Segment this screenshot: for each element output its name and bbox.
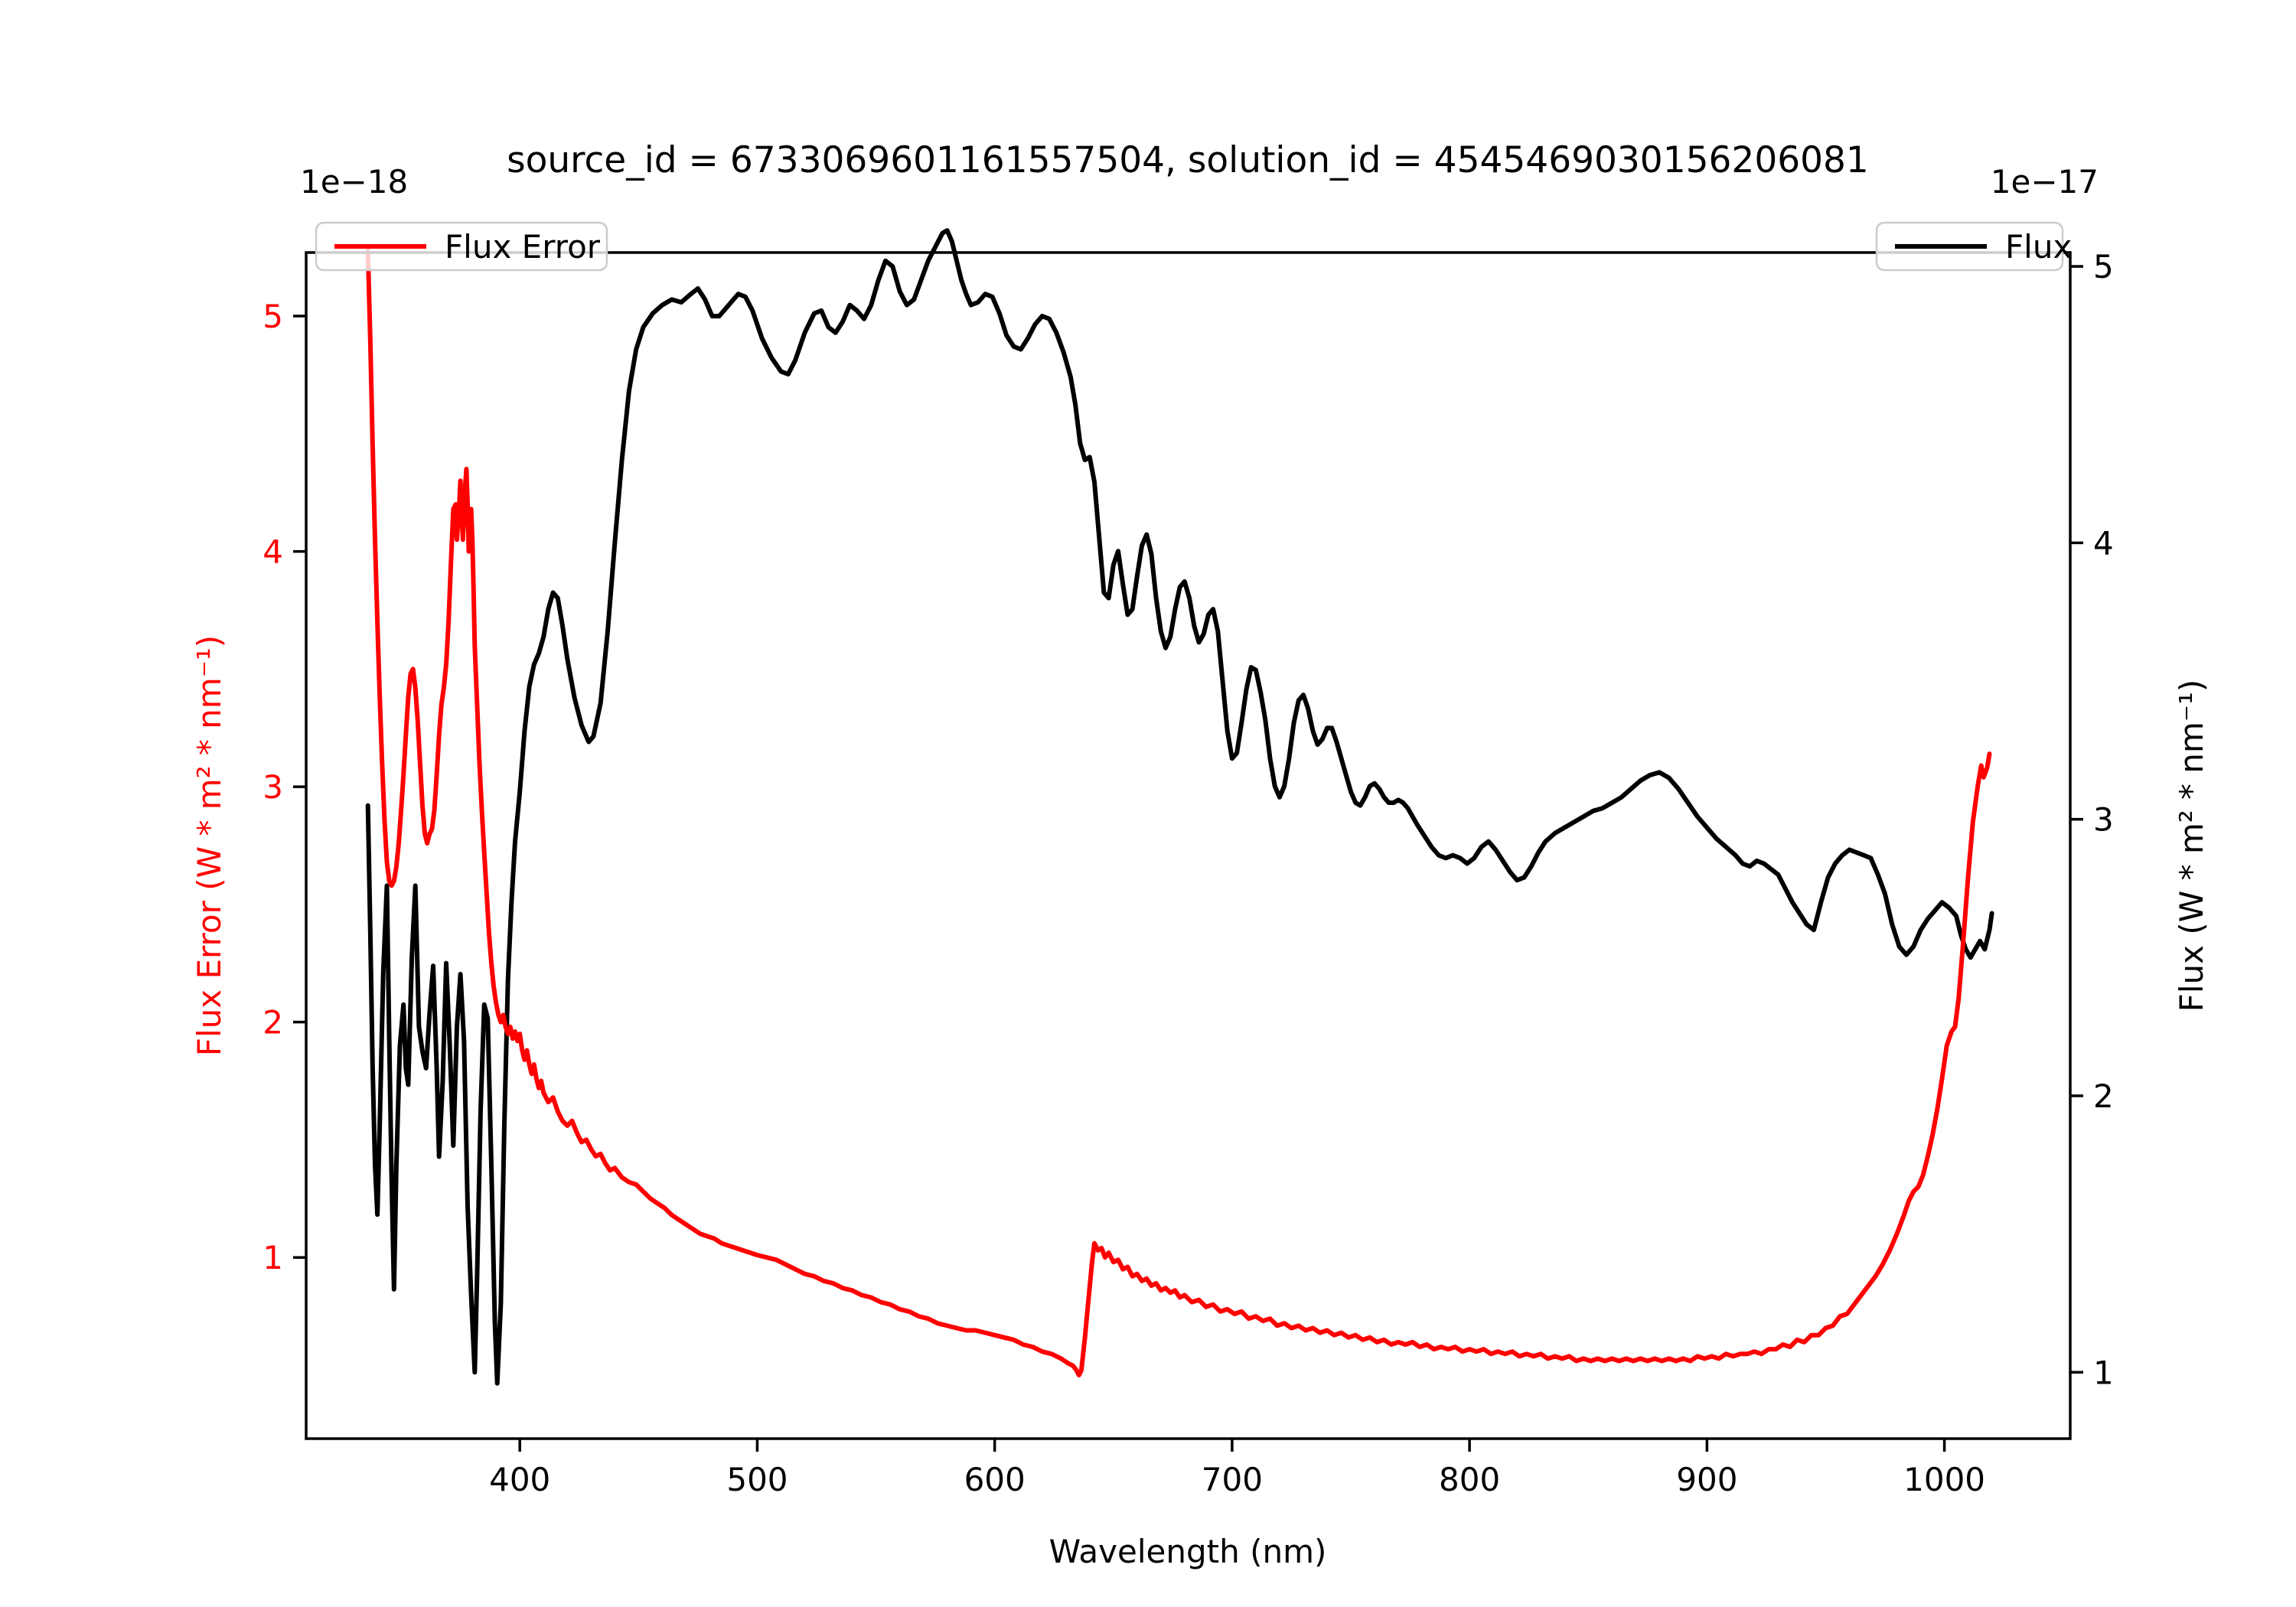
left-y-tick-label: 3 [263,768,283,806]
left-y-tick-label: 5 [263,298,283,335]
right-y-axis-label: Flux (W * m² * nm⁻¹) [2173,680,2210,1012]
x-tick-label: 600 [964,1461,1026,1498]
right-y-tick-label: 3 [2093,801,2114,839]
data-curves [365,228,1994,1386]
chart-title: source_id = 6733069601161557504, solutio… [507,139,1869,181]
legend-label: Flux [2005,228,2072,266]
x-tick-label: 500 [726,1461,788,1498]
x-tick-label: 1000 [1903,1461,1985,1498]
curve-flux-error [365,247,1992,1377]
right-y-tick-label: 2 [2093,1077,2114,1115]
x-axis-label: Wavelength (nm) [1049,1533,1327,1570]
legend-box [315,221,608,272]
left-y-axis-label: Flux Error (W * m² * nm⁻¹) [191,635,228,1056]
left-axis-offset-text: 1e−18 [300,163,408,200]
axes-frame [305,251,2072,1440]
right-y-tick-label: 5 [2093,248,2114,285]
left-y-tick-label: 4 [263,533,283,571]
axis-ticks: 400 500 600 700 800 900 1000 1 2 3 4 5 1 2 3 4 5 [263,248,2113,1498]
legend-flux-error: Flux Error [315,221,608,272]
legend-label: Flux Error [445,228,601,266]
curve-flux [365,228,1994,1386]
right-y-tick-label: 1 [2093,1354,2114,1391]
x-tick-label: 400 [489,1461,550,1498]
x-tick-label: 700 [1202,1461,1263,1498]
left-y-tick-label: 1 [263,1239,283,1276]
right-y-tick-label: 4 [2093,524,2114,562]
right-axis-offset-text: 1e−17 [1991,163,2099,200]
left-y-tick-label: 2 [263,1004,283,1041]
legend-flux: Flux [1875,221,2072,272]
x-tick-label: 800 [1439,1461,1500,1498]
x-tick-label: 900 [1676,1461,1737,1498]
